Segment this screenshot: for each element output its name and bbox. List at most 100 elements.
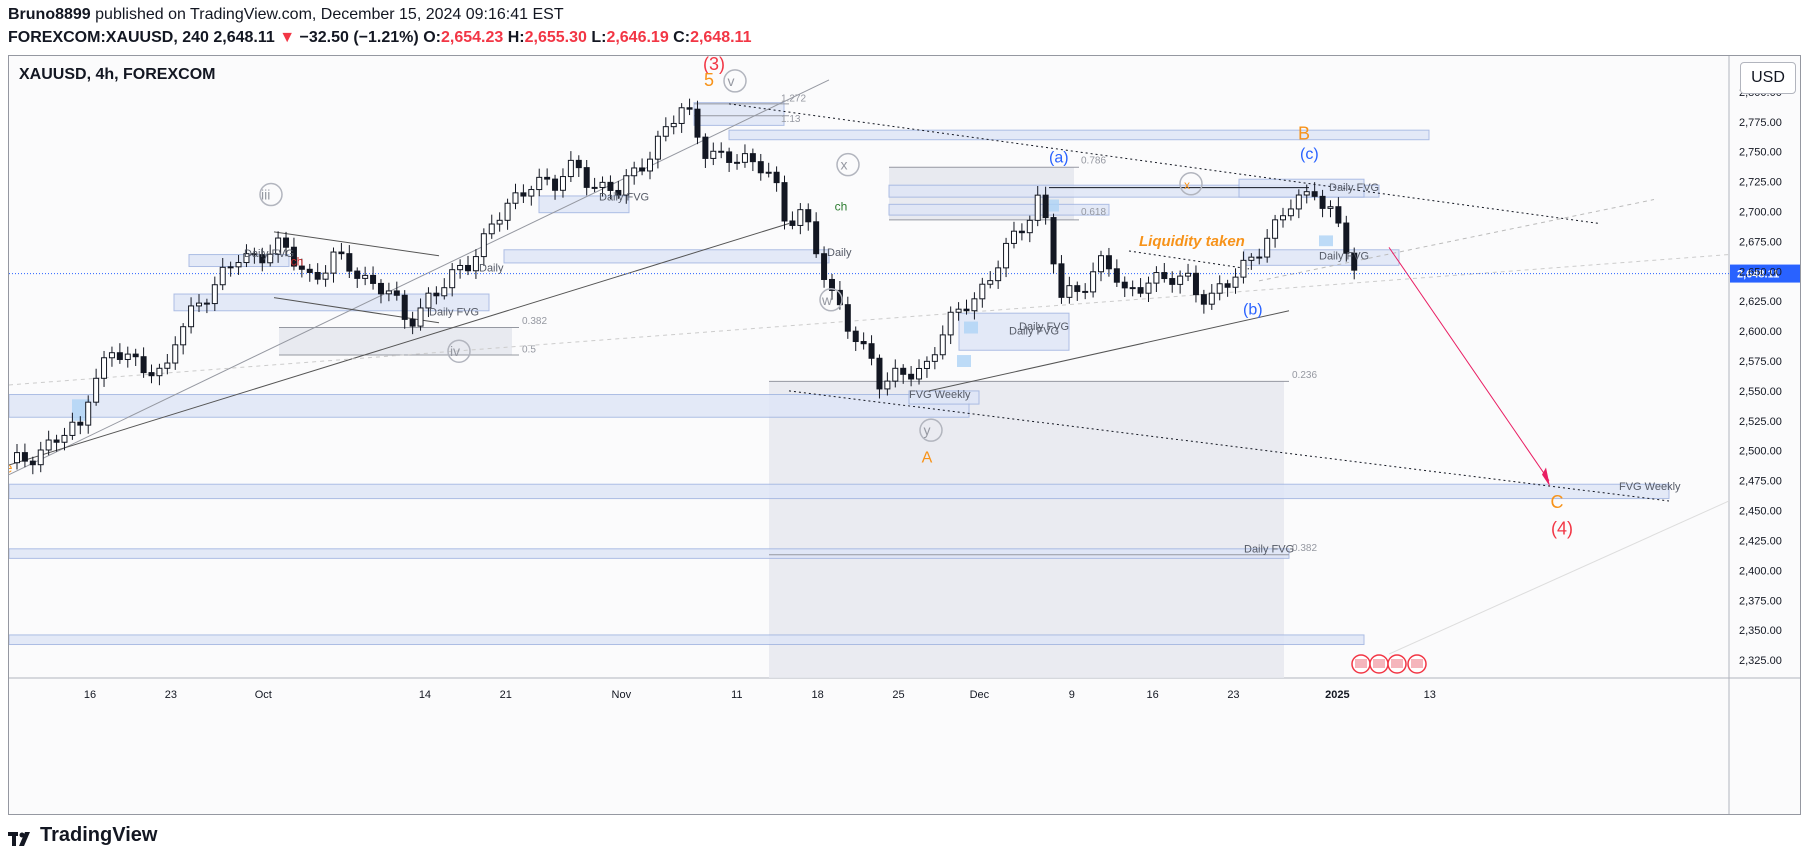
event-flag-icon xyxy=(1411,659,1423,668)
candle-up xyxy=(322,272,329,280)
fvg-box xyxy=(9,548,1290,559)
candle-down xyxy=(615,189,622,196)
wave-label: 5 xyxy=(704,70,714,90)
candle-up xyxy=(1295,194,1302,210)
candle-down xyxy=(314,271,321,280)
candle-up xyxy=(623,175,630,196)
wave-label: (b) xyxy=(1243,301,1263,318)
candle-down xyxy=(116,352,123,360)
fvg-box xyxy=(728,129,1430,141)
candle-down xyxy=(821,253,828,280)
fvg-label: FVG Weekly xyxy=(909,389,971,401)
candle-down xyxy=(1137,287,1144,294)
candle-down xyxy=(354,270,361,279)
open-value: 2,654.23 xyxy=(440,29,504,46)
candle-down xyxy=(140,356,147,374)
candle-up xyxy=(1003,242,1010,269)
candle-up xyxy=(1287,208,1294,217)
time-axis-tick: 16 xyxy=(84,689,96,701)
fvg-label: Daily xyxy=(479,262,504,274)
candle-down xyxy=(1050,217,1057,265)
wave-label: B xyxy=(1298,124,1310,144)
candle-up xyxy=(1177,275,1184,285)
candle-down xyxy=(552,178,559,191)
candle-down xyxy=(298,265,305,270)
fvg-marker xyxy=(957,355,971,367)
fvg-marker xyxy=(1319,235,1333,247)
candle-down xyxy=(1113,268,1120,283)
price-axis-tick: 2,525.00 xyxy=(1739,416,1782,428)
chart-frame[interactable]: 1.272 1.13 0.786 0.618 0.382 0.5 0.236 0.382 2,6… xyxy=(8,55,1801,815)
candle-up xyxy=(512,192,519,204)
candle-up xyxy=(480,233,487,258)
candle-up xyxy=(765,171,772,174)
candle-up xyxy=(93,377,100,403)
time-axis-tick: 23 xyxy=(1227,689,1239,701)
fvg-box xyxy=(9,483,1670,500)
wave-label: (c) xyxy=(1300,146,1319,163)
candle-down xyxy=(900,367,907,375)
wave-circle xyxy=(1179,172,1203,196)
change-text: −32.50 (−1.21%) xyxy=(299,29,419,46)
candle-up xyxy=(559,176,566,191)
candle-down xyxy=(726,151,733,163)
candle-up xyxy=(678,107,685,124)
wave-label: ze xyxy=(9,459,13,475)
candle-up xyxy=(971,298,978,312)
candle-down xyxy=(702,136,709,159)
time-axis-tick: Dec xyxy=(970,689,990,701)
projection-arrow xyxy=(1388,247,1550,481)
candle-up xyxy=(172,344,179,364)
fib-label: 0.618 xyxy=(1081,207,1106,218)
candle-down xyxy=(908,373,915,380)
wave-circle xyxy=(919,418,943,442)
fvg-box xyxy=(503,249,830,264)
candle-up xyxy=(1026,219,1033,234)
price-axis-tick: 2,600.00 xyxy=(1739,326,1782,338)
candle-up xyxy=(741,153,748,163)
candle-up xyxy=(243,253,250,264)
wave-label: x xyxy=(841,157,848,173)
candle-up xyxy=(631,167,638,177)
candle-down xyxy=(1074,285,1081,292)
footer-brand[interactable]: TradingView xyxy=(8,824,157,847)
candle-down xyxy=(1169,278,1176,285)
price-axis-tick: 2,725.00 xyxy=(1739,177,1782,189)
candle-down xyxy=(409,318,416,327)
candle-up xyxy=(1208,292,1215,305)
candle-up xyxy=(916,367,923,380)
candle-up xyxy=(85,401,92,426)
wave-circle xyxy=(819,288,843,312)
candle-down xyxy=(520,192,527,197)
candle-up xyxy=(884,380,891,390)
candle-down xyxy=(757,161,764,174)
candle-down xyxy=(583,167,590,188)
candle-down xyxy=(805,209,812,223)
currency-button[interactable]: USD xyxy=(1740,62,1796,94)
candle-down xyxy=(251,253,258,256)
candle-down xyxy=(77,421,84,426)
candle-up xyxy=(1066,285,1073,298)
candle-up xyxy=(710,150,717,159)
last-price-text: 2,648.11 xyxy=(213,29,275,46)
candle-down xyxy=(860,341,867,345)
candle-up xyxy=(987,280,994,285)
rising-wedge-line xyxy=(928,310,1290,392)
time-axis-tick: 23 xyxy=(165,689,177,701)
candle-up xyxy=(528,189,535,197)
author-name[interactable]: Bruno8899 xyxy=(8,6,91,23)
chart-canvas[interactable]: 1.272 1.13 0.786 0.618 0.382 0.5 0.236 0.382 2,6… xyxy=(9,56,1800,814)
fvg-label: Daily FVG xyxy=(1009,326,1059,338)
candle-down xyxy=(591,186,598,189)
candle-down xyxy=(844,304,851,332)
candle-up xyxy=(45,439,52,451)
fib-label: 1.13 xyxy=(781,114,801,125)
fvg-label: FVG Weekly xyxy=(1619,481,1681,493)
wave-circle xyxy=(447,339,471,363)
candle-down xyxy=(1161,272,1168,280)
candle-down xyxy=(1311,191,1318,197)
candle-down xyxy=(370,274,377,284)
price-axis-tick: 2,625.00 xyxy=(1739,296,1782,308)
candle-up xyxy=(1216,283,1223,294)
candle-down xyxy=(338,251,345,255)
